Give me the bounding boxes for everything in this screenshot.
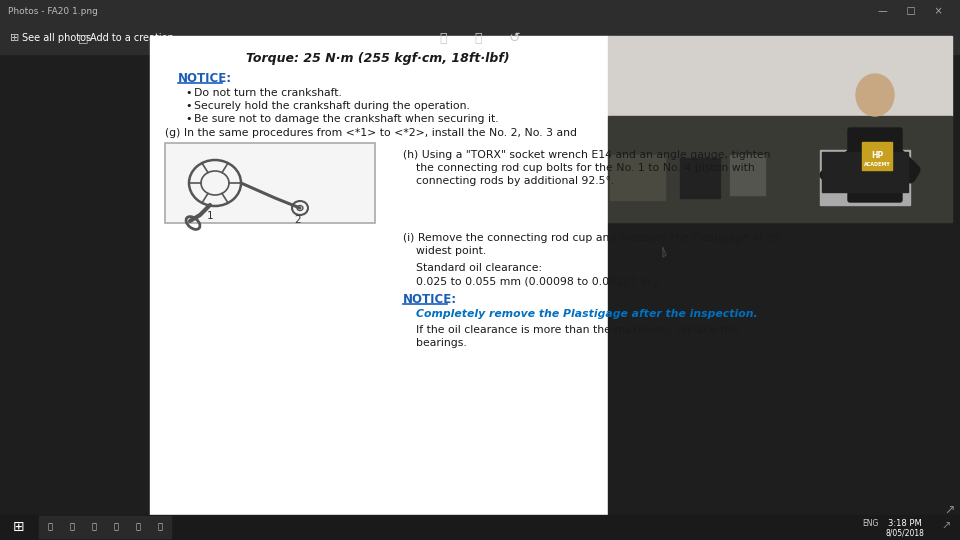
Bar bbox=[862, 142, 892, 170]
Bar bbox=[61, 516, 83, 538]
Text: Add to a creation: Add to a creation bbox=[90, 33, 174, 43]
Text: Do not turn the crankshaft.: Do not turn the crankshaft. bbox=[194, 88, 342, 98]
Bar bbox=[610, 155, 665, 200]
Text: 🗑: 🗑 bbox=[474, 31, 482, 44]
Bar bbox=[680, 158, 720, 198]
Text: Securely hold the crankshaft during the operation.: Securely hold the crankshaft during the … bbox=[194, 101, 469, 111]
Bar bbox=[105, 516, 127, 538]
Text: See all photos: See all photos bbox=[22, 33, 91, 43]
Text: ⊞: ⊞ bbox=[10, 33, 19, 43]
Text: (g) In the same procedures from <*1> to <*2>, install the No. 2, No. 3 and: (g) In the same procedures from <*1> to … bbox=[165, 128, 577, 138]
Text: •: • bbox=[185, 114, 191, 124]
Bar bbox=[730, 155, 765, 195]
Text: 🌎: 🌎 bbox=[69, 523, 75, 531]
Text: ⭐: ⭐ bbox=[113, 523, 118, 531]
Text: Completely remove the Plastigage after the inspection.: Completely remove the Plastigage after t… bbox=[416, 309, 757, 319]
Text: ACADEMY: ACADEMY bbox=[864, 161, 891, 166]
Bar bbox=[608, 116, 952, 222]
Text: ↺: ↺ bbox=[508, 31, 519, 45]
Text: •: • bbox=[185, 88, 191, 98]
Bar bbox=[0, 0, 960, 22]
Text: ENG: ENG bbox=[862, 519, 878, 529]
Text: (i) Remove the connecting rod cup and measure the Plastigage at its: (i) Remove the connecting rod cup and me… bbox=[403, 233, 780, 243]
Text: Torque: 25 N·m (255 kgf·cm, 18ft·lbf): Torque: 25 N·m (255 kgf·cm, 18ft·lbf) bbox=[246, 52, 510, 65]
Text: 📁: 📁 bbox=[91, 523, 97, 531]
Bar bbox=[127, 516, 149, 538]
Text: NOTICE:: NOTICE: bbox=[178, 72, 232, 85]
Bar bbox=[820, 150, 910, 205]
Text: Be sure not to damage the crankshaft when securing it.: Be sure not to damage the crankshaft whe… bbox=[194, 114, 498, 124]
Bar bbox=[0, 515, 38, 540]
Text: widest point.: widest point. bbox=[416, 246, 487, 256]
Text: bearings.: bearings. bbox=[416, 338, 467, 348]
Ellipse shape bbox=[856, 74, 894, 116]
Text: ↗: ↗ bbox=[942, 522, 950, 532]
Text: •: • bbox=[185, 101, 191, 111]
Text: 1: 1 bbox=[206, 211, 213, 221]
Bar bbox=[150, 36, 608, 515]
Bar bbox=[822, 152, 908, 192]
FancyBboxPatch shape bbox=[848, 128, 902, 202]
Text: ⊞: ⊞ bbox=[13, 520, 25, 534]
Text: —      □      ×: — □ × bbox=[877, 6, 943, 16]
Text: 8/05/2018: 8/05/2018 bbox=[885, 529, 924, 537]
Bar bbox=[0, 22, 960, 54]
Text: the connecting rod cup bolts for the No. 1 to No. 4 piston with: the connecting rod cup bolts for the No.… bbox=[416, 163, 755, 173]
Bar bbox=[165, 143, 375, 223]
Text: Standard oil clearance:: Standard oil clearance: bbox=[416, 263, 542, 273]
Bar bbox=[39, 516, 61, 538]
Text: 💻: 💻 bbox=[157, 523, 162, 531]
Bar bbox=[0, 515, 960, 540]
Bar bbox=[608, 222, 952, 515]
Text: 0.025 to 0.055 mm (0.00098 to 0.00217 in.): 0.025 to 0.055 mm (0.00098 to 0.00217 in… bbox=[416, 276, 658, 286]
Text: connecting rods by additional 92.5°.: connecting rods by additional 92.5°. bbox=[416, 176, 614, 186]
Bar bbox=[83, 516, 105, 538]
Bar bbox=[149, 516, 171, 538]
Text: ↗: ↗ bbox=[944, 503, 954, 516]
Text: (h) Using a "TORX" socket wrench E14 and an angle gauge, tighten: (h) Using a "TORX" socket wrench E14 and… bbox=[403, 150, 771, 160]
Text: 📷: 📷 bbox=[47, 523, 53, 531]
Text: If the oil clearance is more than the maximum, replace the: If the oil clearance is more than the ma… bbox=[416, 325, 738, 335]
Text: Photos - FA20 1.png: Photos - FA20 1.png bbox=[8, 6, 98, 16]
Text: 🔍: 🔍 bbox=[440, 31, 446, 44]
Text: 2: 2 bbox=[295, 215, 301, 225]
Text: HP: HP bbox=[871, 152, 883, 160]
Bar bbox=[608, 36, 952, 116]
Text: 🖼: 🖼 bbox=[135, 523, 140, 531]
Text: 3:18 PM: 3:18 PM bbox=[888, 519, 922, 529]
Text: □: □ bbox=[78, 33, 88, 43]
Text: NOTICE:: NOTICE: bbox=[403, 293, 457, 306]
